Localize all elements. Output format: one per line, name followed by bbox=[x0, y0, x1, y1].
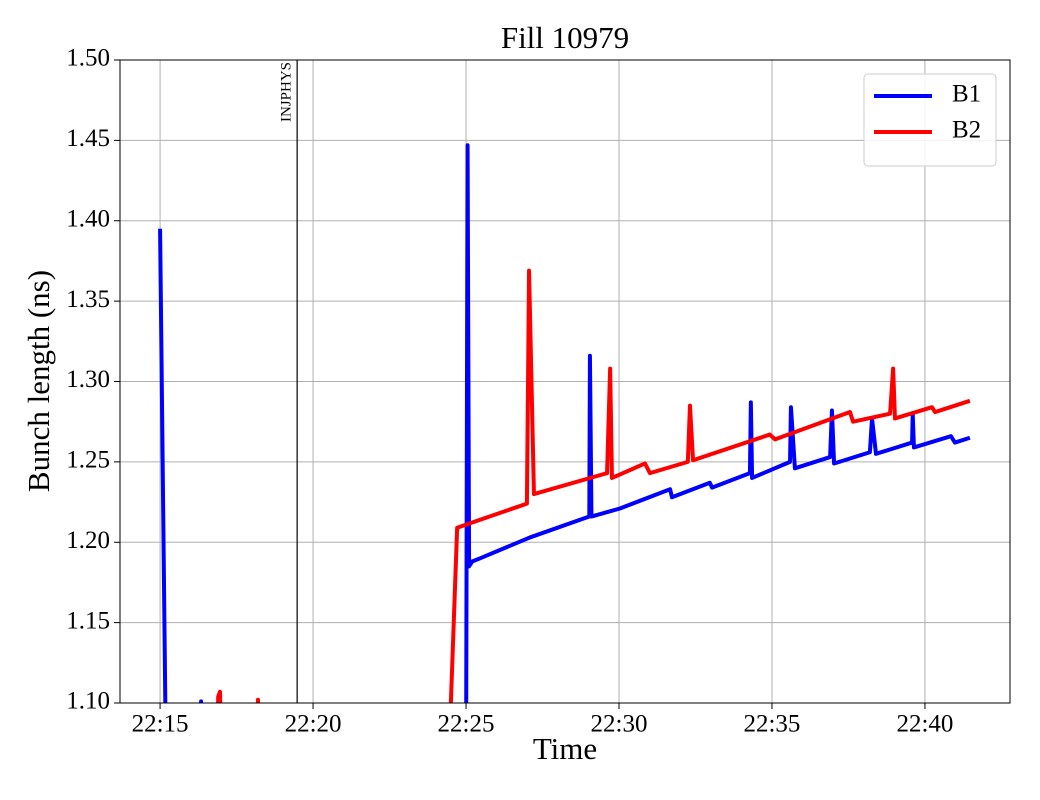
x-tick-label: 22:40 bbox=[896, 711, 953, 738]
y-tick-label: 1.25 bbox=[66, 447, 110, 474]
plot-frame bbox=[119, 59, 1011, 704]
x-tick-label: 22:15 bbox=[132, 711, 189, 738]
y-tick-label: 1.10 bbox=[66, 688, 110, 715]
y-tick-label: 1.20 bbox=[66, 527, 110, 554]
y-tick-label: 1.35 bbox=[66, 286, 110, 313]
x-tick-label: 22:30 bbox=[591, 711, 648, 738]
x-tick-label: 22:35 bbox=[743, 711, 800, 738]
legend-label: B2 bbox=[952, 117, 981, 144]
y-tick-label: 1.45 bbox=[66, 125, 110, 152]
series-line bbox=[158, 143, 971, 703]
series-line bbox=[216, 268, 971, 703]
y-tick-label: 1.40 bbox=[66, 205, 110, 232]
y-tick-label: 1.50 bbox=[66, 45, 110, 72]
legend-label: B1 bbox=[952, 81, 981, 108]
plot-lines bbox=[158, 143, 971, 703]
x-axis-label: Time bbox=[533, 731, 597, 766]
x-tick-label: 22:25 bbox=[438, 711, 495, 738]
x-tick-label: 22:20 bbox=[285, 711, 342, 738]
y-tick-label: 1.15 bbox=[66, 607, 110, 634]
annotation-label: INJPHYS bbox=[279, 62, 295, 122]
y-tick-label: 1.30 bbox=[66, 366, 110, 393]
chart-title: Fill 10979 bbox=[501, 20, 629, 55]
y-axis-label: Bunch length (ns) bbox=[21, 270, 56, 492]
